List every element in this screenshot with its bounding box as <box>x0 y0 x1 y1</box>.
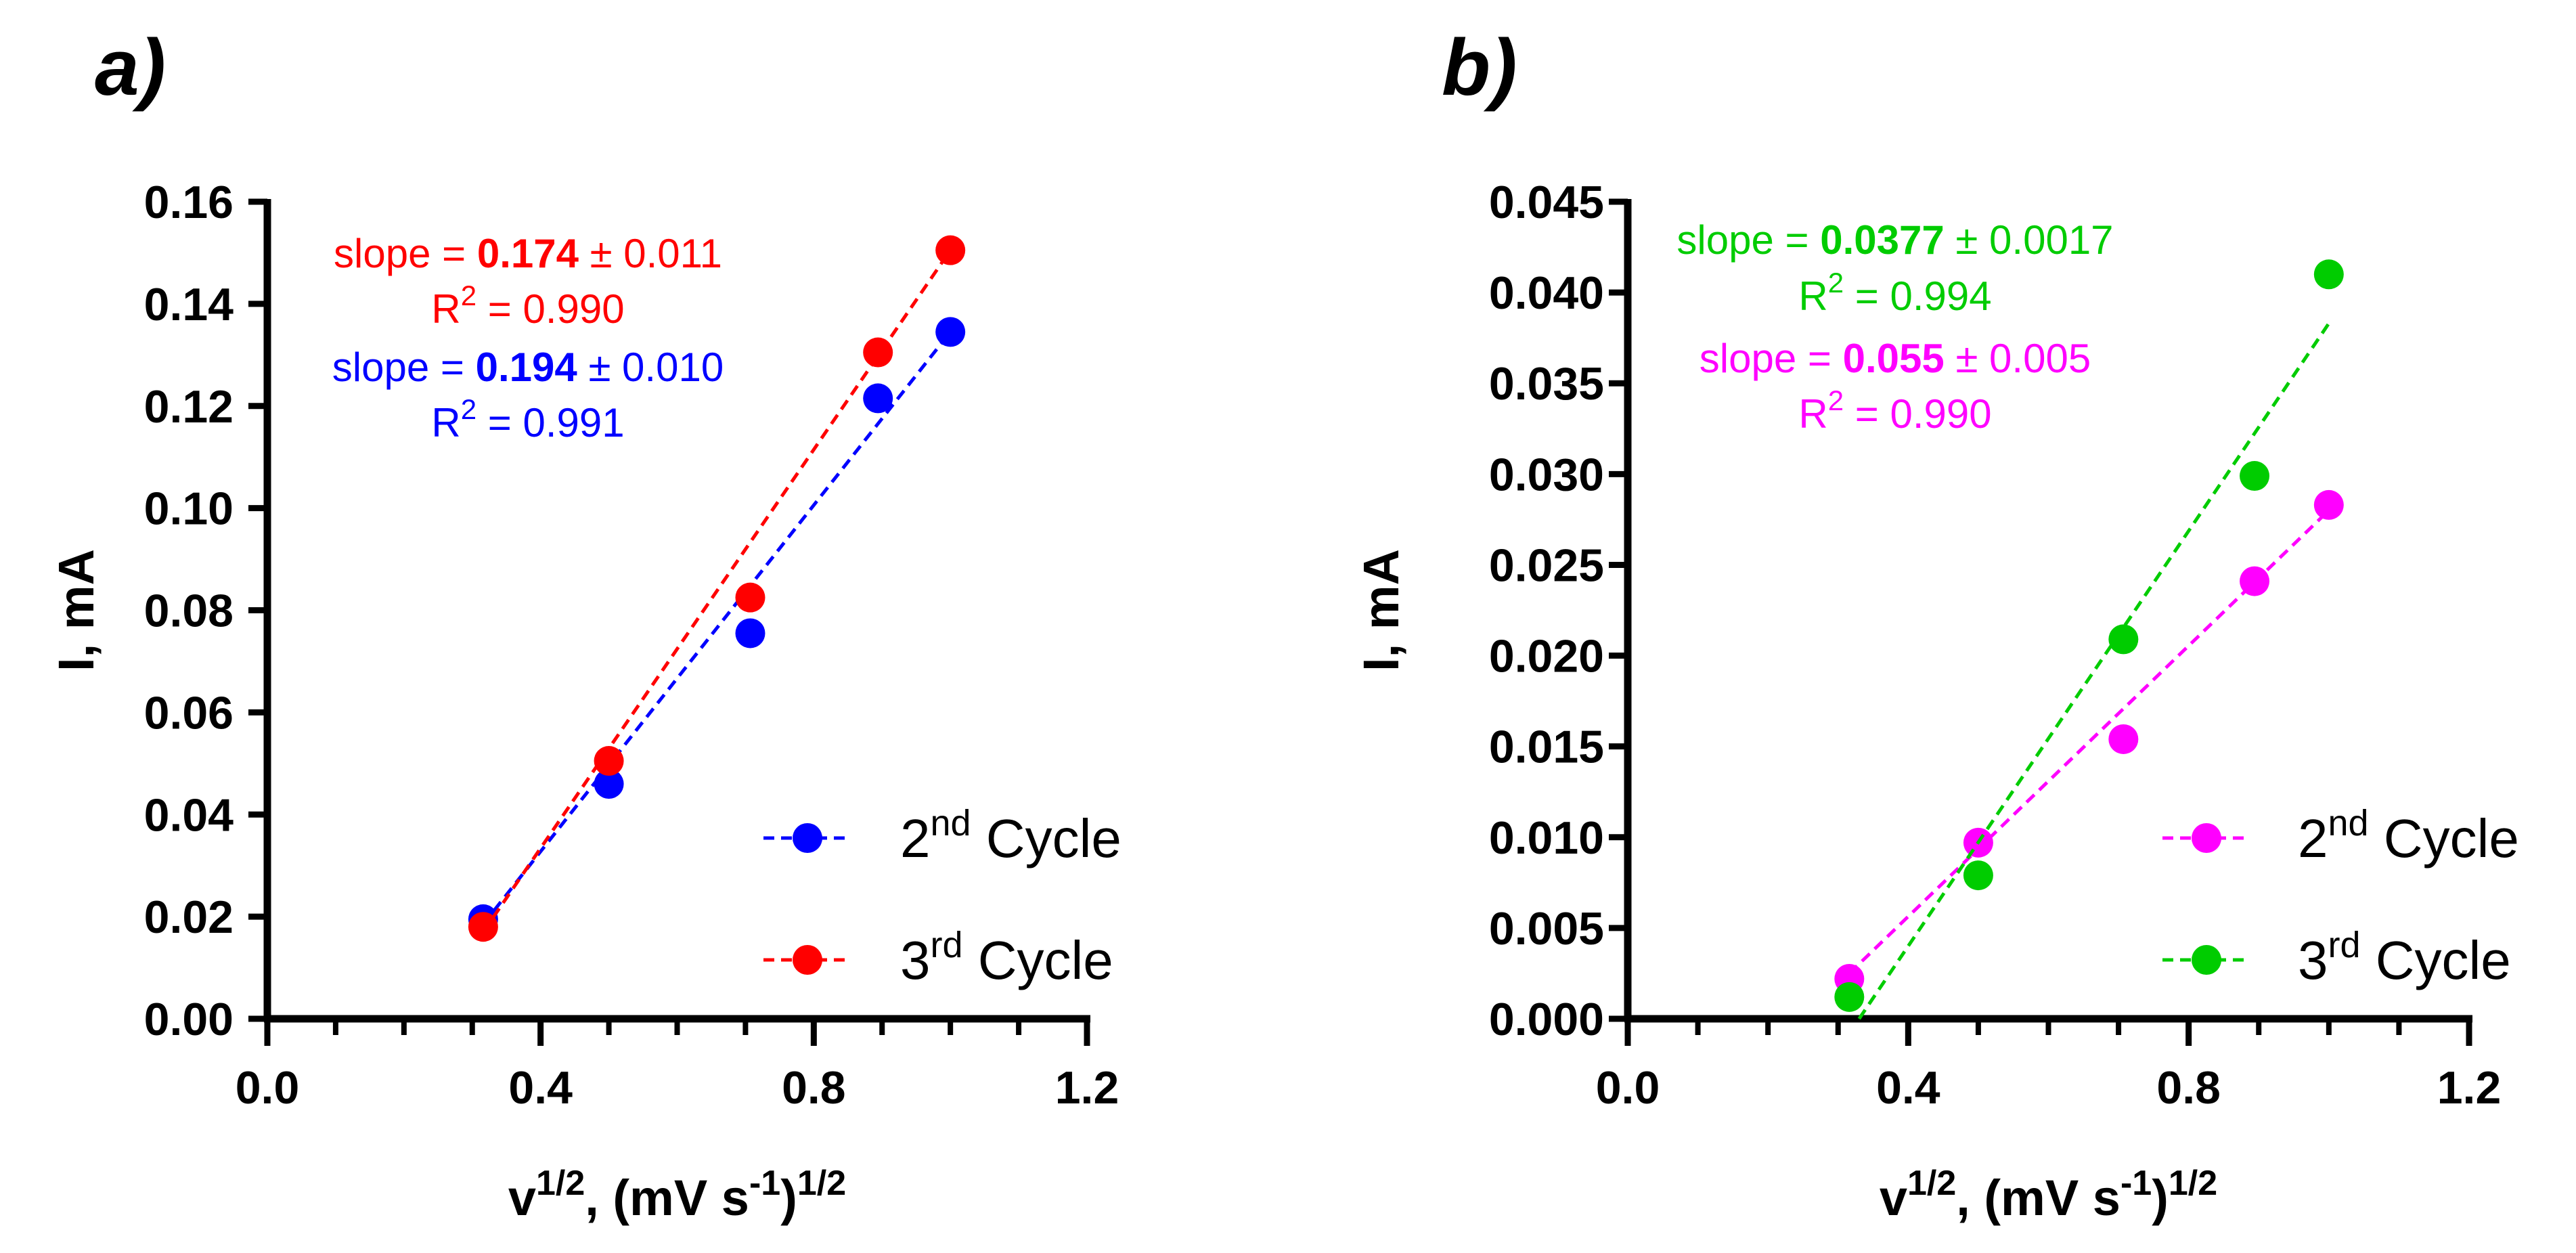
y-tick-label: 0.010 <box>1489 812 1604 864</box>
data-point <box>594 768 624 799</box>
x-tick-label: 0.8 <box>782 1062 846 1114</box>
legend-item-2nd-cycle: 2nd Cycle <box>763 803 1122 869</box>
data-point <box>2313 489 2344 520</box>
x-axis-title: v1/2, (mV s-1)1/2 <box>508 1164 846 1226</box>
y-tick-label: 0.10 <box>144 483 234 535</box>
slope-annotation: slope = 0.174 ± 0.011 <box>334 231 722 276</box>
x-tick-label: 0.4 <box>1876 1062 1940 1114</box>
panel-label: b) <box>1442 23 1517 112</box>
y-axis-title: I, mA <box>1353 549 1409 672</box>
r-squared-annotation: R2 = 0.994 <box>1798 267 1991 319</box>
y-tick-label: 0.045 <box>1489 177 1604 228</box>
data-point <box>1834 982 1865 1012</box>
data-point <box>2240 566 2270 596</box>
y-tick-label: 0.040 <box>1489 267 1604 319</box>
data-point <box>735 582 765 613</box>
data-point <box>863 383 893 414</box>
data-point <box>2240 461 2270 491</box>
y-tick-label: 0.020 <box>1489 631 1604 682</box>
y-tick-label: 0.025 <box>1489 540 1604 591</box>
y-tick-label: 0.005 <box>1489 903 1604 954</box>
legend-label: 3rd Cycle <box>2298 925 2511 990</box>
data-point <box>863 337 893 368</box>
x-tick-label: 1.2 <box>1055 1062 1119 1114</box>
chart-panel-a: a) 0.00 0.02 0.04 0.06 0.08 0.10 0.12 0.14 0.16 0.… <box>48 23 1122 1226</box>
y-tick-label: 0.035 <box>1489 358 1604 410</box>
r-squared-annotation: R2 = 0.991 <box>431 393 624 445</box>
r-squared-annotation: R2 = 0.990 <box>431 280 624 332</box>
series-2nd-cycle <box>1834 489 2344 994</box>
y-tick-label: 0.06 <box>144 687 234 739</box>
data-point <box>735 618 765 649</box>
x-tick-label: 0.4 <box>508 1062 573 1114</box>
legend-item-3rd-cycle: 3rd Cycle <box>763 925 1113 990</box>
legend-item-2nd-cycle: 2nd Cycle <box>2162 803 2519 869</box>
y-tick-label: 0.08 <box>144 586 234 637</box>
slope-annotation: slope = 0.0377 ± 0.0017 <box>1676 217 2113 263</box>
legend-label: 2nd Cycle <box>2298 803 2519 869</box>
legend-label: 3rd Cycle <box>900 925 1113 990</box>
legend-marker <box>793 945 822 975</box>
y-tick-label: 0.015 <box>1489 722 1604 773</box>
x-tick-label: 1.2 <box>2437 1062 2502 1114</box>
y-tick-label: 0.00 <box>144 994 234 1045</box>
y-tick-label: 0.04 <box>144 789 234 841</box>
legend-label: 2nd Cycle <box>900 803 1122 869</box>
data-point <box>2108 724 2139 754</box>
series-3rd-cycle <box>468 235 966 942</box>
x-tick-label: 0.0 <box>1596 1062 1660 1114</box>
slope-annotation: slope = 0.194 ± 0.010 <box>332 345 724 390</box>
y-axis-title: I, mA <box>48 549 104 672</box>
y-tick-label: 0.16 <box>144 177 234 228</box>
panel-label: a) <box>95 23 166 112</box>
y-tick-label: 0.030 <box>1489 449 1604 500</box>
data-point <box>935 317 966 347</box>
legend-marker <box>793 823 822 853</box>
y-tick-label: 0.02 <box>144 892 234 943</box>
y-tick-label: 0.14 <box>144 279 234 330</box>
legend-marker <box>2192 945 2221 975</box>
x-axis-title: v1/2, (mV s-1)1/2 <box>1880 1164 2217 1226</box>
data-point <box>2108 624 2139 655</box>
x-tick-label: 0.0 <box>236 1062 300 1114</box>
data-point <box>594 746 624 776</box>
fit-line <box>481 330 952 925</box>
data-point <box>1963 860 1993 891</box>
slope-annotation: slope = 0.055 ± 0.005 <box>1700 336 2091 381</box>
data-point <box>2313 259 2344 290</box>
y-tick-label: 0.12 <box>144 381 234 433</box>
data-point <box>935 235 966 265</box>
legend-item-3rd-cycle: 3rd Cycle <box>2162 925 2511 990</box>
series-3rd-cycle <box>1834 259 2344 1020</box>
y-tick-label: 0.000 <box>1489 994 1604 1045</box>
data-point <box>468 912 498 942</box>
r-squared-annotation: R2 = 0.990 <box>1798 384 1991 437</box>
legend-marker <box>2192 823 2221 853</box>
x-tick-label: 0.8 <box>2156 1062 2221 1114</box>
chart-panel-b: b) 0.000 0.005 0.010 0.015 0.020 0.025 0.030 0.0… <box>1353 23 2519 1226</box>
